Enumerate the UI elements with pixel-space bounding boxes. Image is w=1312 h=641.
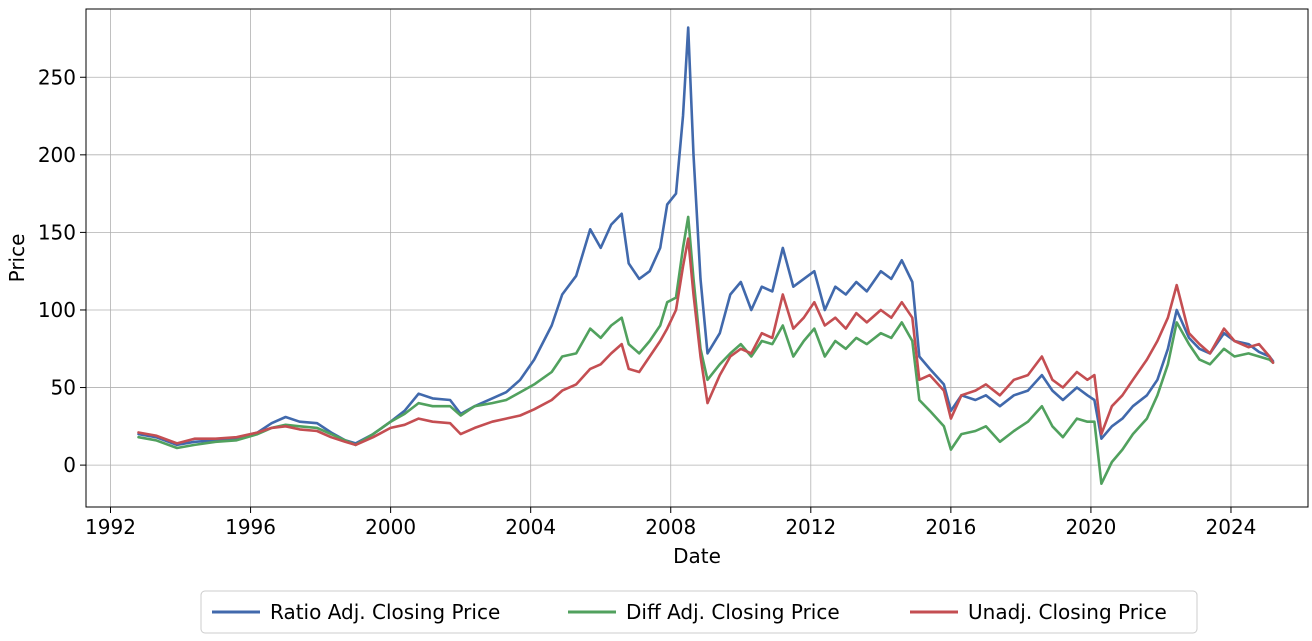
x-tick-label: 2024: [1206, 515, 1257, 539]
x-tick-label: 2016: [925, 515, 976, 539]
legend-frame: [200, 590, 1198, 634]
y-tick-label: 100: [38, 298, 76, 322]
y-tick-label: 250: [38, 65, 76, 89]
x-tick-label: 2004: [505, 515, 556, 539]
series-line: [137, 26, 1275, 447]
grid: [86, 9, 1308, 507]
plot-frame: [85, 8, 1309, 508]
x-tick-label: 2020: [1065, 515, 1116, 539]
x-tick-label: 2008: [645, 515, 696, 539]
y-tick-label: 50: [51, 376, 76, 400]
legend-label: Diff Adj. Closing Price: [626, 600, 840, 624]
y-axis-label: Price: [5, 234, 29, 283]
legend: Ratio Adj. Closing Price Diff Adj. Closin…: [200, 590, 1198, 634]
x-tick-label: 2012: [785, 515, 836, 539]
x-tick-label: 1992: [85, 515, 136, 539]
y-tick-label: 150: [38, 220, 76, 244]
series-line: [137, 237, 1275, 447]
series-lines: [137, 26, 1275, 485]
legend-label: Ratio Adj. Closing Price: [270, 600, 500, 624]
y-tick-label: 200: [38, 143, 76, 167]
axis-ticks: 1992 1996 2000 2004 2008 2012 2016 2020 2024 0 50 1…: [38, 65, 1257, 539]
x-axis-label: Date: [673, 544, 721, 568]
y-tick-label: 0: [63, 453, 76, 477]
series-line: [137, 215, 1275, 485]
x-tick-label: 1996: [225, 515, 276, 539]
legend-items: Ratio Adj. Closing Price Diff Adj. Closin…: [212, 600, 1167, 624]
x-tick-label: 2000: [365, 515, 416, 539]
legend-label: Unadj. Closing Price: [968, 600, 1167, 624]
